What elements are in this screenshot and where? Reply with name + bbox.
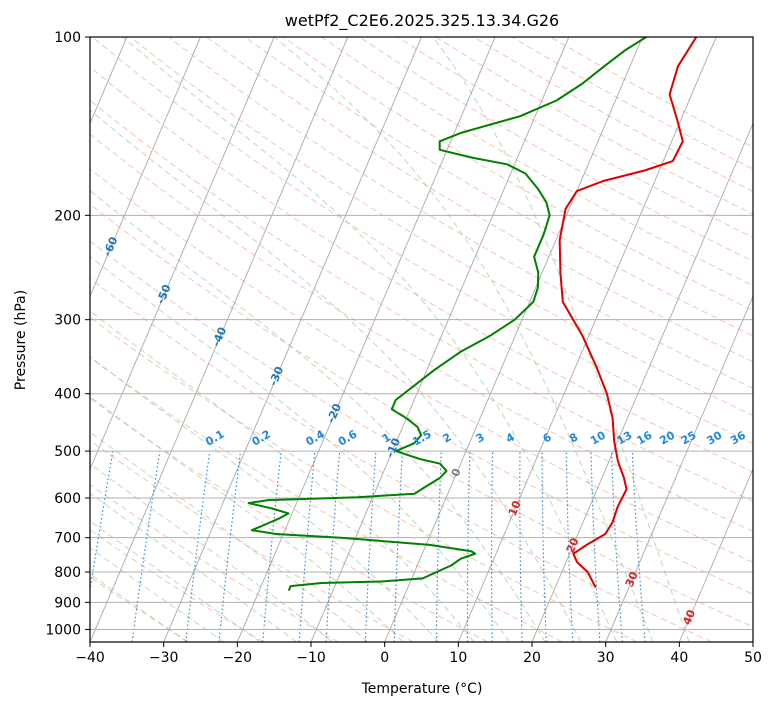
y-axis: 100 200 300 400 500 600 700 800 900 1000	[45, 30, 90, 638]
dewpoint-line	[247, 37, 647, 591]
moist-adiabat	[90, 255, 510, 642]
dry-adiabat	[90, 483, 339, 642]
y-tick-label: 100	[54, 30, 81, 46]
y-tick-label: 500	[54, 444, 81, 460]
dry-adiabat	[90, 278, 712, 642]
dry-adiabat	[90, 356, 563, 642]
dry-adiabat	[282, 37, 753, 312]
dry-adiabat	[130, 37, 753, 417]
mixing-ratio-line	[298, 451, 316, 642]
isotherm-label: 20	[564, 536, 582, 555]
x-tick-label: 50	[744, 650, 762, 666]
moist-adiabat	[90, 396, 404, 642]
profile-lines	[247, 37, 698, 591]
mixing-ratio-line	[631, 451, 646, 642]
moist-adiabat	[122, 37, 618, 642]
dry-adiabat	[90, 529, 264, 642]
moist-adiabat	[90, 431, 369, 642]
dry-adiabat	[90, 240, 753, 628]
x-tick-label: 10	[449, 650, 467, 666]
y-tick-label: 1000	[45, 622, 81, 638]
mixing-ratio-line	[218, 451, 242, 642]
isotherm-label: 30	[623, 569, 641, 588]
moist-adiabat	[90, 463, 333, 642]
y-tick-label: 200	[54, 208, 81, 224]
mixing-ratio-line	[90, 451, 114, 594]
dry-adiabat	[90, 133, 753, 533]
mixing-ratio-line	[131, 451, 161, 642]
moist-adiabat	[90, 520, 261, 642]
mixing-ratio-line	[262, 451, 282, 642]
x-tick-label: 40	[670, 650, 688, 666]
dry-adiabat	[90, 316, 638, 642]
y-tick-label: 400	[54, 387, 81, 403]
y-tick-label: 900	[54, 595, 81, 611]
moist-adiabat	[90, 356, 439, 642]
y-axis-label: Pressure (hPa)	[13, 290, 29, 390]
mixing-ratio-line	[185, 451, 211, 642]
x-tick-label: −10	[296, 650, 326, 666]
dry-adiabat	[91, 37, 753, 445]
moist-adiabat	[90, 573, 188, 642]
plot-frame	[89, 36, 754, 643]
isotherm-line	[678, 467, 753, 642]
moist-adiabat	[90, 547, 225, 642]
moist-adiabat	[90, 310, 475, 642]
x-tick-label: 20	[523, 650, 541, 666]
chart-title: wetPf2_C2E6.2025.325.13.34.G26	[285, 11, 559, 31]
isotherm-line	[90, 37, 275, 471]
isotherm-line	[457, 37, 717, 642]
dry-adiabat	[244, 37, 753, 337]
dry-adiabat	[168, 37, 753, 389]
y-tick-label: 300	[54, 313, 81, 329]
x-tick-label: −20	[223, 650, 253, 666]
isotherm-line	[531, 122, 753, 642]
dry-adiabat	[90, 99, 753, 502]
x-axis: −40 −30 −20 −10 0 10 20 30 40 50	[75, 642, 762, 666]
isotherm-line	[236, 37, 496, 642]
isotherm-line	[384, 37, 643, 642]
isotherm-line	[605, 295, 753, 642]
isotherm-line	[163, 37, 422, 642]
x-tick-label: −40	[75, 650, 105, 666]
dry-adiabat	[90, 203, 753, 595]
y-tick-label: 700	[54, 531, 81, 547]
moist-adiabat	[273, 37, 654, 642]
isotherm-label: 10	[506, 498, 524, 517]
isotherm-label: 40	[680, 607, 698, 626]
x-tick-label: 0	[380, 650, 389, 666]
x-axis-label: Temperature (°C)	[361, 681, 483, 697]
x-tick-label: 30	[597, 650, 615, 666]
moist-adiabat	[90, 492, 297, 642]
x-tick-label: −30	[149, 650, 179, 666]
y-tick-label: 800	[54, 565, 81, 581]
temperature-line	[558, 37, 698, 589]
isotherm-line	[90, 37, 201, 298]
y-tick-label: 600	[54, 491, 81, 507]
isotherm-line	[310, 37, 570, 642]
pressure-gridlines	[90, 37, 753, 630]
isotherm-line	[90, 37, 349, 642]
